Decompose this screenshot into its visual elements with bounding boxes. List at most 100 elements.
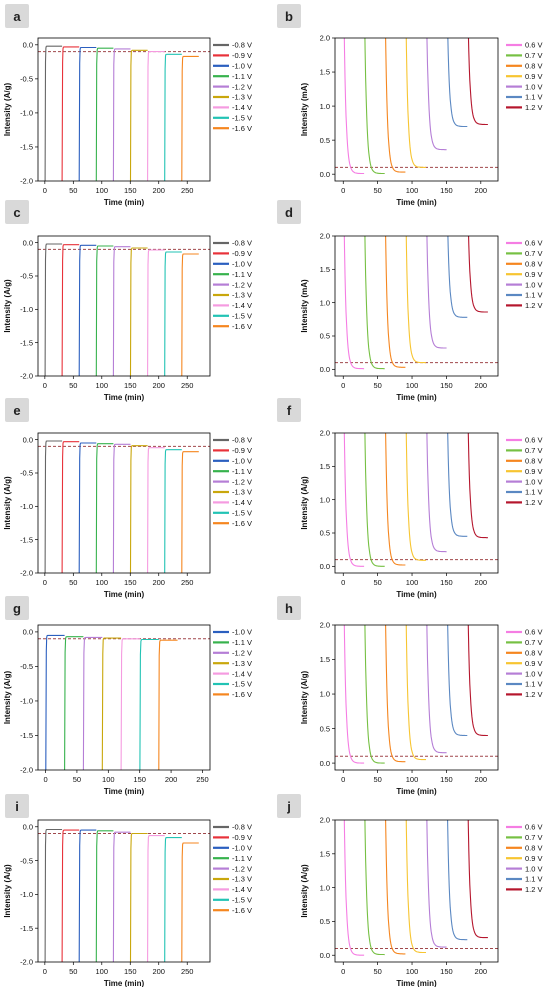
legend-label: 1.0 V (525, 477, 543, 486)
y-tick-label: 1.0 (320, 495, 330, 504)
series-line-4 (112, 48, 131, 181)
x-axis-title: Time (min) (104, 198, 145, 207)
legend-label: -0.9 V (232, 249, 252, 258)
series-line-6 (147, 51, 165, 181)
panel-badge-d: d (277, 200, 301, 224)
series-line-5 (139, 638, 159, 770)
series-line-0 (44, 45, 63, 181)
panel-badge-j: j (277, 794, 301, 818)
legend-label: 1.1 V (525, 875, 543, 884)
x-tick-label: 200 (165, 775, 178, 784)
x-tick-label: 50 (373, 578, 381, 587)
y-tick-label: 0.0 (320, 365, 330, 374)
legend-label: -1.0 V (232, 62, 252, 71)
legend-label: -1.3 V (232, 875, 252, 884)
panel-b: b 0 50 100 150 200 0.0 0.5 1.0 1.5 2.0 Time (min) In… (277, 4, 543, 207)
panel-badge-c: c (5, 200, 29, 224)
series-line-7 (164, 53, 182, 181)
x-tick-label: 50 (69, 578, 77, 587)
series-line-3 (95, 245, 114, 376)
x-axis-title: Time (min) (396, 393, 437, 402)
x-tick-label: 0 (43, 186, 47, 195)
y-tick-label: 1.0 (320, 883, 330, 892)
legend: 0.6 V0.7 V 0.8 V0.9 V1.0 V 1.1 V1.2 V (506, 823, 543, 894)
legend-label: 1.1 V (525, 680, 543, 689)
series-line-4 (112, 246, 131, 376)
legend-label: 0.7 V (525, 833, 543, 842)
legend-label: -1.6 V (232, 322, 252, 331)
plot-frame (37, 624, 211, 771)
x-tick-label: 250 (181, 186, 194, 195)
series-line-8 (181, 451, 199, 573)
y-tick-label: -2.0 (20, 177, 33, 186)
panel-i: i 0 50 100 150 200 250 0.0 -0.5 -1.0 -1.5 -2.0 Time … (3, 794, 252, 987)
plot-area (44, 45, 199, 181)
x-tick-label: 0 (341, 186, 345, 195)
legend-label: -0.9 V (232, 51, 252, 60)
series-line-2 (384, 820, 406, 955)
legend-label: 1.1 V (525, 488, 543, 497)
x-tick-label: 150 (124, 186, 137, 195)
legend: 0.6 V0.7 V 0.8 V0.9 V1.0 V 1.1 V1.2 V (506, 239, 543, 310)
panel-badge-bg (277, 4, 301, 28)
legend-label: 0.9 V (525, 467, 543, 476)
panel-badge-letter: b (285, 9, 293, 24)
y-tick-label: -1.5 (20, 338, 33, 347)
panel-j: j 0 50 100 150 200 0.0 0.5 1.0 1.5 2.0 Time (min) In… (277, 794, 543, 987)
legend-label: -1.0 V (232, 457, 252, 466)
panel-badge-letter: d (285, 205, 293, 220)
panel-badge-b: b (277, 4, 301, 28)
panel-g: g 0 50 100 150 200 250 0.0 -0.5 -1.0 -1.5 -2.0 Time … (3, 596, 252, 796)
y-tick-label: 0.5 (320, 724, 330, 733)
legend: 0.6 V0.7 V 0.8 V0.9 V1.0 V 1.1 V1.2 V (506, 41, 543, 112)
series-line-2 (384, 38, 406, 173)
y-axis-title: Intensity (A/g) (3, 83, 12, 137)
x-tick-label: 0 (43, 967, 47, 976)
legend-label: -1.6 V (232, 906, 252, 915)
legend-label: 0.7 V (525, 638, 543, 647)
series-line-1 (363, 433, 385, 567)
panel-badge-a: a (5, 4, 29, 28)
legend-label: -1.3 V (232, 291, 252, 300)
legend-label: 1.0 V (525, 864, 543, 873)
legend-label: -1.4 V (232, 669, 252, 678)
series-line-2 (82, 636, 103, 770)
plot-frame (334, 37, 499, 182)
panel-h: h 0 50 100 150 200 0.0 0.5 1.0 1.5 2.0 Time (min) In… (277, 596, 543, 796)
plot-area (343, 625, 488, 764)
x-tick-label: 200 (152, 967, 165, 976)
y-tick-label: -2.0 (20, 569, 33, 578)
y-tick-label: -0.5 (20, 75, 33, 84)
panel-badge-bg (5, 398, 29, 422)
series-line-5 (446, 820, 468, 941)
legend: -0.8 V-0.9 V -1.0 V-1.1 V-1.2 V -1.3 V-1.4… (213, 823, 252, 915)
legend-label: -1.2 V (232, 864, 252, 873)
legend: 0.6 V0.7 V 0.8 V0.9 V1.0 V 1.1 V1.2 V (506, 628, 543, 699)
legend-label: -1.0 V (232, 844, 252, 853)
legend-label: 1.0 V (525, 82, 543, 91)
y-tick-label: 2.0 (320, 429, 330, 438)
y-tick-label: -1.0 (20, 109, 33, 118)
x-axis-title: Time (min) (104, 393, 145, 402)
x-tick-label: 100 (406, 775, 419, 784)
series-line-7 (164, 449, 182, 573)
legend-label: -1.6 V (232, 690, 252, 699)
y-axis-title: Intensity (A/g) (3, 279, 12, 333)
x-axis-title: Time (min) (396, 590, 437, 599)
series-line-0 (44, 243, 63, 376)
y-tick-label: 1.0 (320, 102, 330, 111)
legend-label: 0.9 V (525, 72, 543, 81)
y-tick-label: -1.5 (20, 535, 33, 544)
legend-label: 1.2 V (525, 301, 543, 310)
legend-label: 0.8 V (525, 844, 543, 853)
series-line-3 (405, 820, 426, 954)
panel-badge-bg (277, 794, 301, 818)
series-line-6 (467, 625, 488, 737)
y-tick-label: 1.5 (320, 68, 330, 77)
series-line-5 (129, 832, 148, 962)
series-line-5 (446, 433, 468, 537)
legend-label: 0.6 V (525, 628, 543, 637)
series-line-3 (405, 433, 426, 561)
legend-label: -1.0 V (232, 260, 252, 269)
series-line-2 (384, 236, 406, 368)
